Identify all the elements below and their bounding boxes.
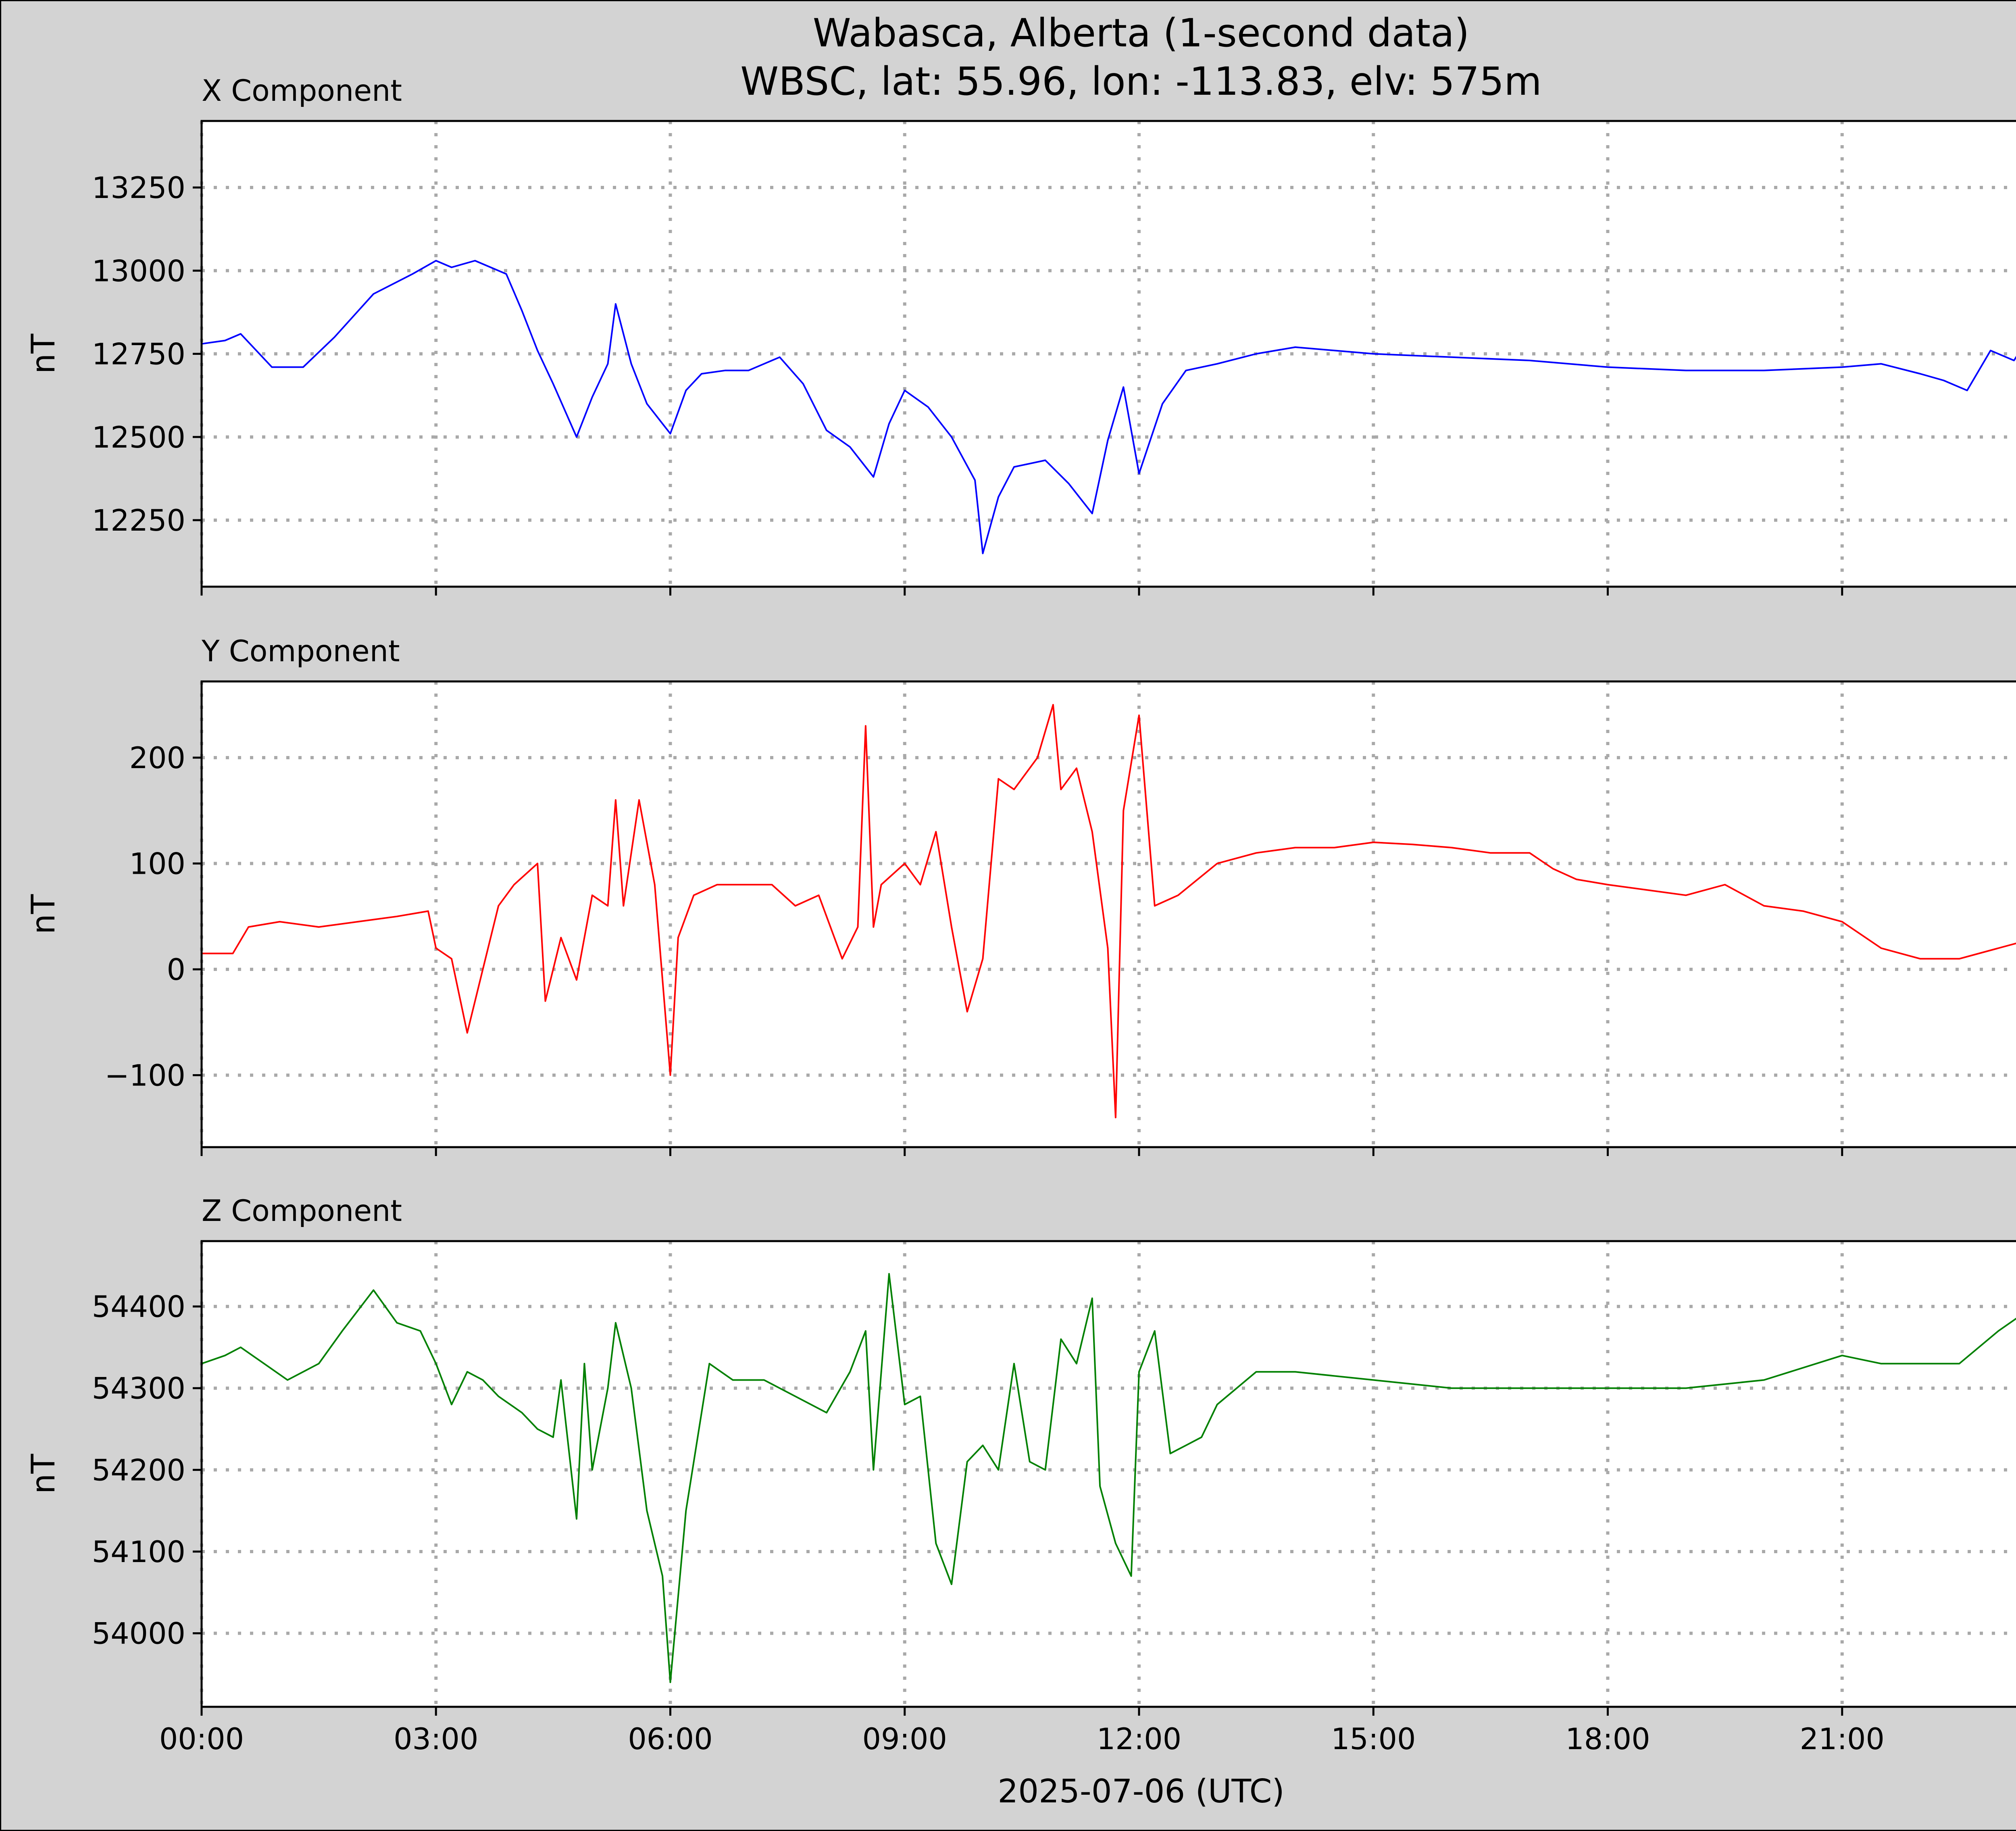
x-tick-label: 21:00	[1800, 1722, 1885, 1756]
x-tick-label: 09:00	[862, 1722, 947, 1756]
y-axis-label: nT	[25, 1454, 62, 1494]
panel-3: 54000 54100 54200 54300 54400 00:00 03:00 06:00…	[25, 1194, 2016, 1756]
y-tick-label: 13000	[92, 254, 185, 288]
y-tick-label: 54300	[92, 1372, 185, 1406]
figure-title: Wabasca, Alberta (1-second data)	[813, 10, 1470, 56]
y-tick-label: 100	[129, 847, 185, 881]
panel-title: X Component	[202, 74, 402, 108]
y-tick-label: 200	[129, 741, 185, 775]
y-tick-label: 54000	[92, 1617, 185, 1651]
y-tick-label: 0	[167, 953, 185, 987]
x-tick-label: 06:00	[628, 1722, 712, 1756]
y-tick-label: 54200	[92, 1453, 185, 1487]
x-tick-label: 15:00	[1331, 1722, 1416, 1756]
x-tick-label: 03:00	[394, 1722, 478, 1756]
y-axis-label: nT	[25, 333, 62, 374]
y-tick-label: 12250	[92, 504, 185, 538]
plot-area	[202, 1241, 2016, 1707]
x-tick-label: 00:00	[159, 1722, 244, 1756]
plot-area	[202, 681, 2016, 1147]
x-axis-label: 2025-07-06 (UTC)	[998, 1773, 1284, 1810]
data-line-z-component	[201, 1273, 2016, 1683]
data-line-x-component	[201, 260, 2016, 554]
data-line-y-component	[202, 704, 2016, 1119]
panel-1: 12250 12500 12750 13000 13250 X Component nT	[25, 74, 2016, 596]
panel-title: Y Component	[201, 634, 400, 669]
y-tick-label: 13250	[92, 171, 185, 205]
y-tick-label: 54400	[92, 1290, 185, 1324]
panel-title: Z Component	[202, 1194, 402, 1228]
x-tick-label: 18:00	[1565, 1722, 1650, 1756]
y-tick-label: −100	[104, 1059, 185, 1093]
y-tick-label: 12500	[92, 421, 185, 455]
x-tick-label: 12:00	[1097, 1722, 1181, 1756]
y-tick-label: 54100	[92, 1535, 185, 1569]
figure-subtitle: WBSC, lat: 55.96, lon: -113.83, elv: 575…	[740, 59, 1542, 104]
y-tick-label: 12750	[92, 337, 185, 372]
y-axis-label: nT	[25, 894, 62, 935]
panel-2: −100 0 100 200 Y Component nT	[25, 634, 2016, 1156]
